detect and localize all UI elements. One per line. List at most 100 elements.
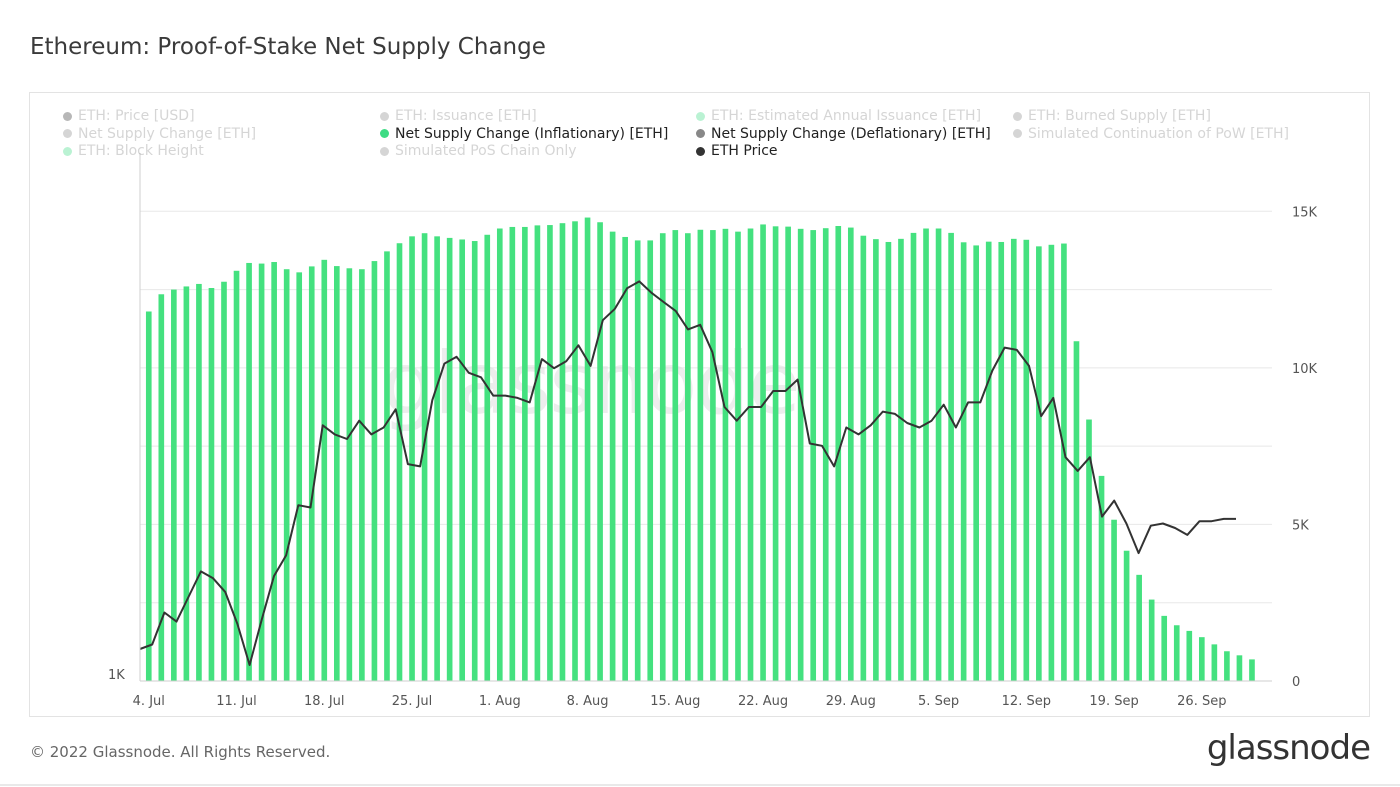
divider	[0, 784, 1400, 786]
x-tick-label: 5. Sep	[918, 694, 959, 709]
legend-item[interactable]: ETH: Estimated Annual Issuance [ETH]	[696, 108, 981, 124]
legend-dot-icon	[63, 129, 72, 138]
inflationary-bar	[1173, 625, 1180, 681]
legend-label: Simulated PoS Chain Only	[395, 143, 577, 159]
inflationary-bar	[1048, 244, 1055, 682]
legend-dot-icon	[1013, 111, 1022, 121]
legend-dot-icon	[63, 146, 72, 156]
inflationary-bar	[1073, 341, 1080, 681]
inflationary-bar	[547, 225, 553, 681]
legend-label: Net Supply Change (Deflationary) [ETH]	[711, 125, 991, 142]
legend-dot-icon	[1013, 129, 1022, 138]
legend-label: ETH Price	[711, 143, 778, 159]
x-tick-label: 11. Jul	[216, 694, 257, 709]
legend-label: ETH: Estimated Annual Issuance [ETH]	[711, 108, 982, 124]
y-right-tick-label: 0	[1292, 675, 1300, 690]
inflationary-bar	[371, 261, 378, 681]
axes: 0 5K 10K 15K 1K 4. Jul 11. Jul 18. Jul 25. Jul 1.…	[108, 153, 1318, 709]
legend-dot-icon	[380, 129, 389, 138]
inflationary-bar	[898, 238, 904, 681]
inflationary-bar	[697, 229, 704, 681]
inflationary-bar	[659, 233, 666, 681]
inflationary-bar	[496, 228, 503, 681]
inflationary-bar	[722, 228, 729, 681]
y-right-tick-label: 15K	[1292, 205, 1318, 220]
legend-item[interactable]: Net Supply Change (Inflationary) [ETH]	[380, 126, 668, 142]
legend-dot-icon	[696, 146, 705, 156]
inflationary-bar	[785, 226, 791, 682]
inflationary-bar	[208, 288, 215, 681]
inflationary-bar	[1123, 550, 1130, 681]
legend-item[interactable]: Net Supply Change [ETH]	[63, 126, 256, 142]
inflationary-bar	[409, 236, 415, 681]
legend-label: Net Supply Change (Inflationary) [ETH]	[395, 125, 669, 142]
inflationary-bar	[1236, 655, 1243, 681]
inflationary-bar	[597, 222, 603, 681]
inflationary-bar	[1036, 246, 1042, 681]
inflationary-bar	[634, 240, 641, 681]
eth-price-series-line	[139, 280, 1236, 666]
inflationary-bar	[772, 226, 779, 681]
inflationary-bar	[797, 228, 804, 681]
inflationary-bar	[584, 217, 591, 681]
x-tick-label: 4. Jul	[133, 694, 165, 709]
legend-item[interactable]: Net Supply Change (Deflationary) [ETH]	[696, 126, 991, 142]
inflationary-bars	[145, 217, 1255, 682]
inflationary-bar	[534, 225, 541, 681]
legend-item[interactable]: ETH Price	[696, 143, 778, 159]
legend-item[interactable]: ETH: Issuance [ETH]	[380, 108, 537, 124]
legend-label: ETH: Block Height	[78, 143, 204, 159]
chart-legend: ETH: Price [USD] ETH: Issuance [ETH] ETH: …	[63, 108, 1293, 162]
inflationary-bar	[396, 243, 403, 681]
x-tick-label: 25. Jul	[392, 694, 433, 709]
inflationary-bar	[246, 262, 252, 681]
inflationary-bar	[471, 241, 478, 681]
y-right-tick-label: 5K	[1292, 518, 1309, 533]
x-tick-label: 22. Aug	[738, 694, 788, 709]
x-tick-label: 19. Sep	[1089, 694, 1138, 709]
legend-dot-icon	[696, 129, 705, 138]
inflationary-bar	[221, 281, 227, 681]
inflationary-bar	[935, 228, 942, 681]
chart-panel: glassnode 0 5K 10K 15K 1K 4. Jul 11. Jul 18. Ju…	[29, 92, 1370, 717]
inflationary-bar	[1010, 238, 1017, 681]
legend-dot-icon	[380, 111, 389, 121]
legend-dot-icon	[380, 146, 389, 156]
inflationary-bar	[183, 286, 190, 681]
inflationary-bar	[1211, 644, 1218, 681]
inflationary-bar	[333, 266, 340, 681]
inflationary-bar	[923, 228, 929, 681]
inflationary-bar	[421, 233, 428, 681]
inflationary-bar	[885, 241, 892, 682]
inflationary-bar	[672, 230, 679, 681]
legend-item[interactable]: Simulated PoS Chain Only	[380, 143, 577, 159]
legend-item[interactable]: ETH: Block Height	[63, 143, 204, 159]
inflationary-bar	[1061, 243, 1067, 681]
inflationary-bar	[145, 311, 152, 681]
x-tick-label: 1. Aug	[479, 694, 521, 709]
glassnode-logo: glassnode	[1206, 728, 1371, 768]
inflationary-bar	[1086, 419, 1092, 681]
inflationary-bar	[308, 266, 315, 681]
inflationary-bar	[509, 226, 516, 681]
page-title: Ethereum: Proof-of-Stake Net Supply Chan…	[30, 34, 546, 60]
legend-item[interactable]: ETH: Price [USD]	[63, 108, 195, 124]
inflationary-bar	[710, 230, 716, 681]
inflationary-bar	[1161, 615, 1168, 681]
inflationary-bar	[1224, 651, 1230, 681]
inflationary-bar	[271, 262, 277, 681]
inflationary-bar	[1148, 599, 1155, 681]
inflationary-bar	[985, 241, 992, 681]
inflationary-bar	[258, 263, 265, 681]
inflationary-bar	[948, 232, 954, 681]
legend-label: ETH: Burned Supply [ETH]	[1028, 108, 1211, 124]
copyright-text: © 2022 Glassnode. All Rights Reserved.	[30, 743, 331, 761]
legend-item[interactable]: Simulated Continuation of PoW [ETH]	[1013, 126, 1289, 142]
inflationary-bar	[810, 230, 817, 681]
inflationary-bar	[685, 233, 691, 681]
legend-item[interactable]: ETH: Burned Supply [ETH]	[1013, 108, 1211, 124]
inflationary-bar	[998, 241, 1005, 682]
inflationary-bar	[233, 270, 240, 681]
inflationary-bar	[735, 231, 741, 681]
